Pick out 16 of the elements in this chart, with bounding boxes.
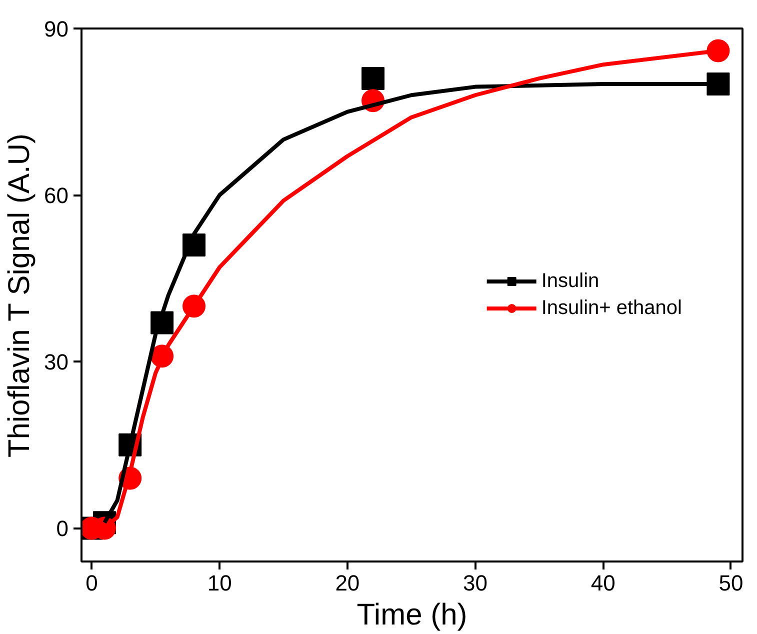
x-axis-title: Time (h) [356,598,468,632]
x-tick-label: 30 [463,570,488,596]
x-tick-label: 20 [335,570,360,596]
point [362,66,385,90]
x-tick-label: 40 [590,570,616,596]
point [706,72,730,96]
y-tick-label: 60 [44,183,69,208]
y-tick-label: 0 [56,516,69,542]
legend-label: Insulin+ ethanol [541,296,682,320]
y-axis-title: Thioflavin T Signal (A.U) [3,134,36,458]
y-tick-label: 30 [44,350,69,375]
x-tick-label: 10 [207,570,232,596]
x-tick-label: 0 [86,570,98,596]
x-tick-label: 50 [718,570,744,596]
legend-label: Insulin [541,270,600,292]
y-tick-label: 90 [44,16,69,42]
